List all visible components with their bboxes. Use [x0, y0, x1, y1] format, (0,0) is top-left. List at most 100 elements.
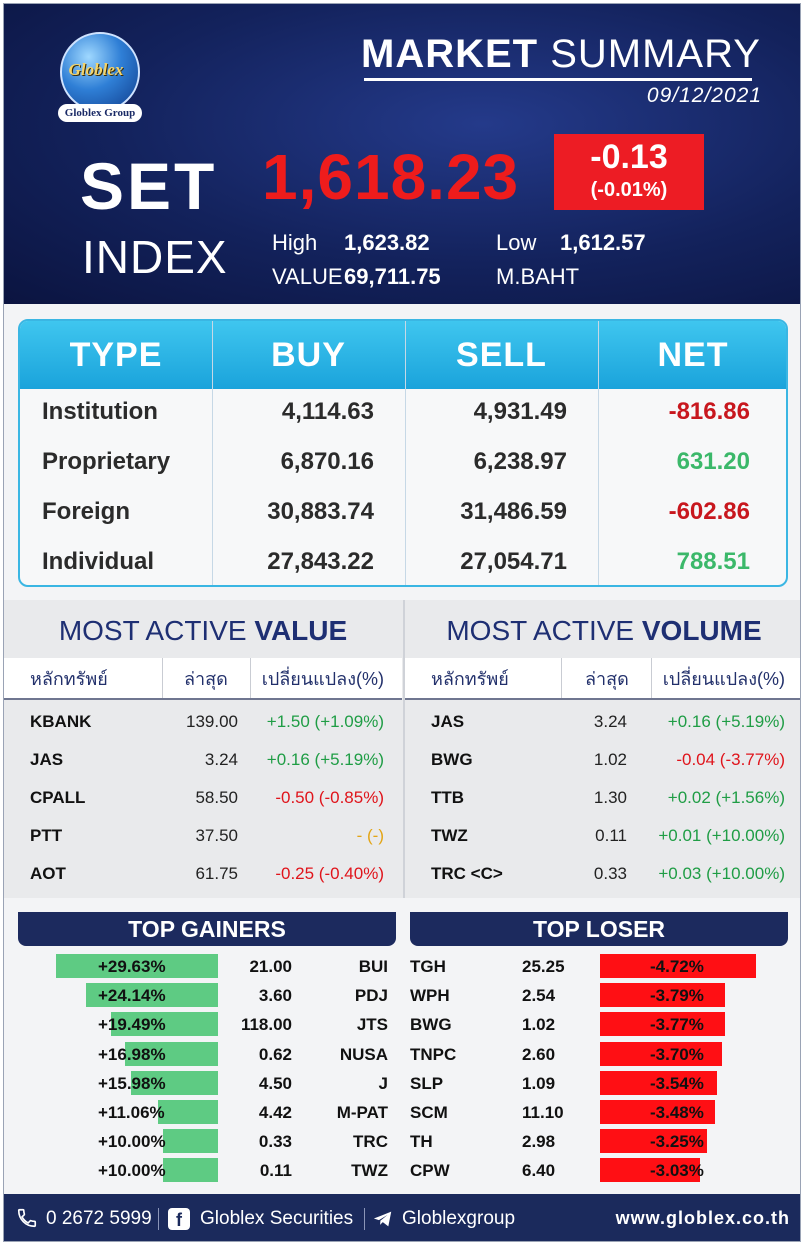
low-label: Low — [496, 230, 537, 255]
gainer-percent: +11.06% — [98, 1103, 165, 1122]
phone-icon — [17, 1208, 37, 1228]
loser-percent: -3.79% — [650, 986, 704, 1006]
loser-price: 2.60 — [522, 1044, 556, 1064]
gainer-percent: +10.00% — [98, 1132, 166, 1152]
list-item: CPALL 58.50 -0.50 (-0.85%) — [4, 779, 402, 817]
gainer-symbol: TRC — [353, 1132, 388, 1152]
loser-symbol: SLP — [410, 1073, 444, 1093]
symbol: JAS — [431, 712, 465, 731]
gainer-bar — [56, 954, 218, 978]
gainer-percent: +19.49% — [98, 1015, 166, 1035]
loser-row: SCM 11.10 -3.48% — [410, 1100, 788, 1126]
list-item: JAS 3.24 +0.16 (+5.19%) — [405, 703, 800, 741]
gainer-percent: +15.98% — [98, 1073, 166, 1093]
loser-symbol: CPW — [410, 1161, 450, 1181]
high-value: 1,623.82 — [344, 230, 430, 255]
gainer-symbol: NUSA — [339, 1044, 388, 1064]
change: -0.04 (-3.77%) — [676, 750, 785, 769]
loser-bar — [600, 1041, 723, 1066]
gainer-row: +24.14% 3.60 PDJ — [18, 983, 396, 1009]
symbol: BWG — [431, 750, 473, 769]
market-summary-card: Globlex Globlex Group MARKET SUMMARY 09/… — [3, 3, 801, 1242]
table-row: Individual 27,843.22 27,054.71 788.51 — [20, 537, 786, 585]
symbol: TRC <C> — [431, 864, 503, 883]
buy-cell: 4,114.63 — [281, 398, 374, 425]
change: +0.16 (+5.19%) — [266, 750, 384, 769]
value-label: VALUE — [272, 264, 343, 289]
loser-row: BWG 1.02 -3.77% — [410, 1012, 788, 1038]
loser-price: 6.40 — [522, 1161, 556, 1181]
sell-cell: 27,054.71 — [460, 548, 567, 575]
most-active-value-panel: MOST ACTIVE VALUE หลักทรัพย์ ล่าสุด เปลี… — [4, 600, 402, 898]
report-date: 09/12/2021 — [646, 84, 762, 107]
gainer-bar — [111, 1012, 218, 1037]
col-sell-header: SELL — [456, 336, 547, 374]
gainer-bar — [163, 1129, 218, 1154]
last-price: 58.50 — [195, 788, 238, 807]
sell-cell: 6,238.97 — [473, 448, 567, 475]
telegram-icon — [373, 1211, 392, 1227]
gainer-price: 4.42 — [258, 1103, 292, 1122]
gainer-row: +10.00% 0.11 TWZ — [18, 1158, 396, 1184]
loser-price: 11.10 — [522, 1103, 564, 1122]
loser-bar — [600, 1129, 708, 1154]
header-divider — [250, 658, 251, 698]
list-item: AOT 61.75 -0.25 (-0.40%) — [4, 855, 402, 893]
list-item: TRC <C> 0.33 +0.03 (+10.00%) — [405, 855, 800, 893]
gainer-symbol: JTS — [356, 1015, 388, 1035]
website-link[interactable]: www.globlex.co.th — [615, 1208, 790, 1228]
col-change-header: เปลี่ยนแปลง(%) — [662, 669, 785, 689]
investor-type-table: TYPE BUY SELL NET Institution 4,114.63 4… — [18, 319, 788, 587]
change: +0.16 (+5.19%) — [667, 712, 785, 731]
col-divider — [405, 321, 406, 585]
sell-cell: 31,486.59 — [460, 498, 567, 525]
header-divider — [162, 658, 163, 698]
col-change-header: เปลี่ยนแปลง(%) — [261, 669, 384, 689]
gainer-price: 0.33 — [258, 1132, 292, 1152]
facebook-icon: f — [168, 1208, 190, 1230]
header: Globlex Globlex Group MARKET SUMMARY 09/… — [4, 4, 800, 304]
loser-bar — [600, 1158, 701, 1183]
change-percent: (-0.01%) — [590, 179, 668, 201]
last-price: 1.30 — [593, 788, 627, 807]
last-price: 61.75 — [195, 864, 238, 883]
symbol: TTB — [431, 788, 465, 807]
page-title: MARKET SUMMARY — [361, 32, 761, 77]
type-cell: Proprietary — [42, 448, 171, 475]
loser-row: TH 2.98 -3.25% — [410, 1129, 788, 1155]
loser-row: CPW 6.40 -3.03% — [410, 1158, 788, 1184]
loser-percent: -3.54% — [650, 1073, 704, 1093]
loser-row: TGH 25.25 -4.72% — [410, 954, 788, 980]
col-last-header: ล่าสุด — [585, 669, 629, 689]
telegram-link[interactable]: Globlexgroup — [402, 1208, 516, 1229]
title-light: MOST ACTIVE — [58, 615, 255, 646]
symbol: CPALL — [30, 788, 86, 807]
buy-cell: 6,870.16 — [280, 448, 374, 475]
top-gainers-header: TOP GAINERS — [18, 912, 396, 946]
loser-bar — [600, 983, 726, 1008]
col-divider — [598, 321, 599, 585]
last-price: 3.24 — [593, 712, 627, 731]
low-value: 1,612.57 — [560, 230, 646, 255]
col-type-header: TYPE — [69, 336, 163, 374]
loser-row: WPH 2.54 -3.79% — [410, 983, 788, 1009]
gainer-row: +16.98% 0.62 NUSA — [18, 1041, 396, 1068]
loser-percent: -3.70% — [650, 1044, 704, 1064]
gainer-percent: +16.98% — [98, 1044, 166, 1064]
symbol: AOT — [30, 864, 66, 883]
symbol: PTT — [30, 826, 63, 845]
loser-symbol: TGH — [410, 957, 446, 976]
loser-symbol: BWG — [410, 1015, 452, 1035]
table-row: Proprietary 6,870.16 6,238.97 631.20 — [20, 437, 786, 487]
gainer-symbol: J — [378, 1073, 388, 1093]
facebook-link[interactable]: Globlex Securities — [200, 1208, 354, 1229]
buy-cell: 27,843.22 — [267, 548, 374, 575]
list-item: BWG 1.02 -0.04 (-3.77%) — [405, 741, 800, 779]
symbol: TWZ — [431, 826, 468, 845]
gainer-symbol: PDJ — [354, 986, 388, 1006]
type-cell: Individual — [42, 548, 155, 575]
value-unit: M.BAHT — [496, 264, 580, 289]
loser-symbol: WPH — [410, 986, 450, 1006]
change: - (-) — [356, 826, 384, 845]
loser-percent: -3.77% — [650, 1015, 704, 1035]
